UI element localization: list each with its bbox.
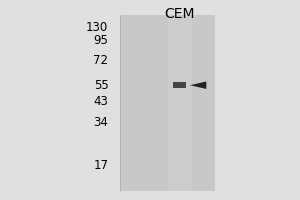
Text: 55: 55 [94, 79, 108, 92]
Text: 130: 130 [86, 21, 108, 34]
Text: 43: 43 [94, 95, 108, 108]
Text: 72: 72 [93, 54, 108, 67]
Text: 17: 17 [93, 159, 108, 172]
Text: CEM: CEM [164, 7, 195, 21]
Text: 95: 95 [94, 34, 108, 47]
Bar [120, 15, 215, 191]
Polygon shape [190, 81, 206, 89]
Text: 34: 34 [94, 116, 108, 129]
Bar [173, 82, 186, 88]
Bar [168, 15, 192, 191]
